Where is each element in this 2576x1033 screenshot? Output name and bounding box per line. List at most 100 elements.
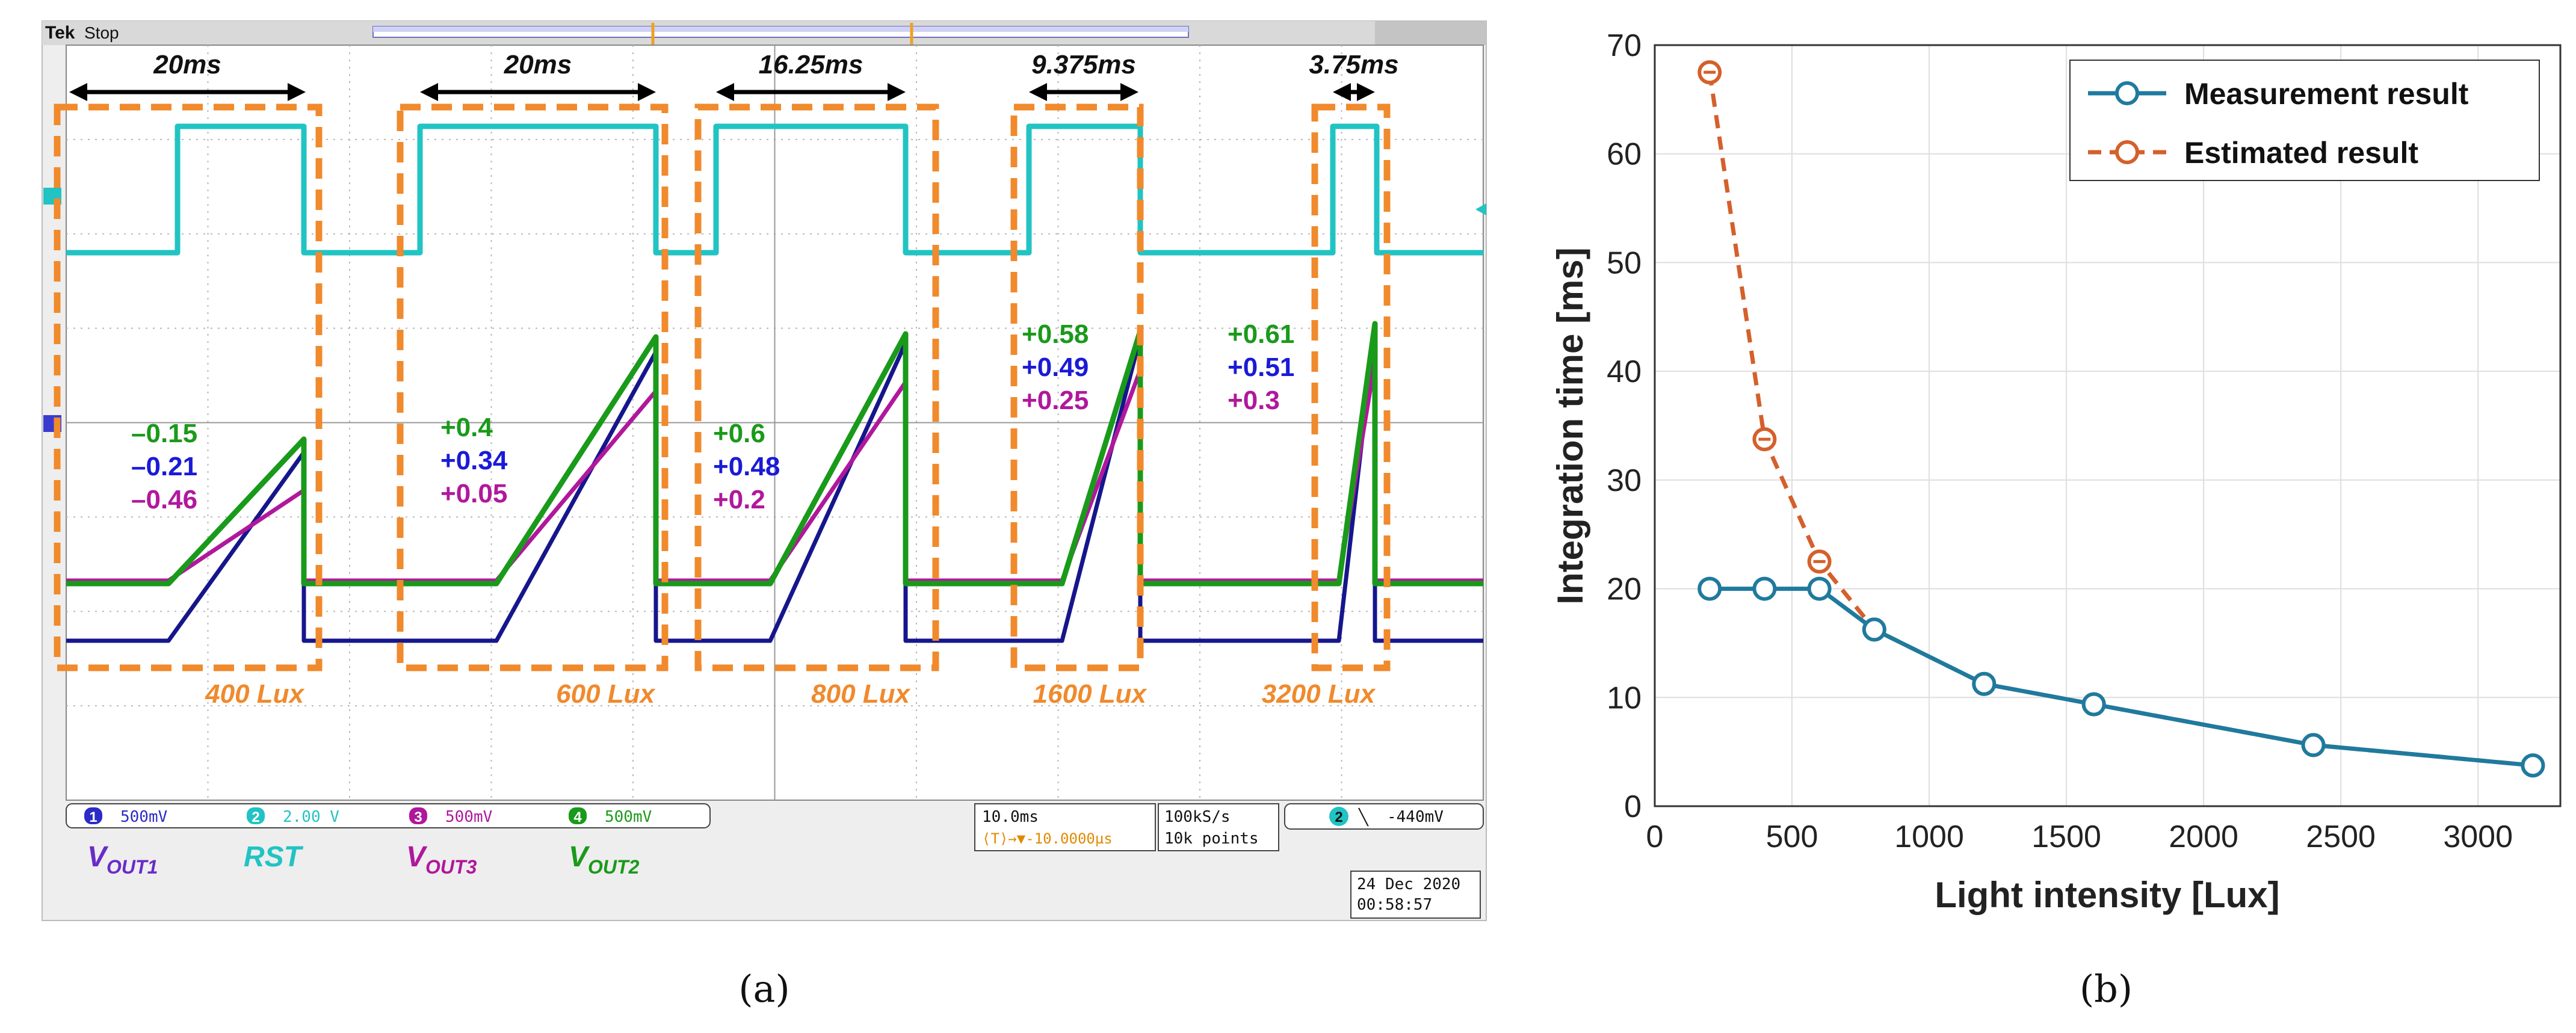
arrow-head-left-icon [1029,83,1047,101]
scope-status-right [1375,21,1486,45]
data-point [1972,671,1997,696]
segment-box [1010,103,1144,671]
chart-series [1697,60,2545,778]
y-tick-label: 60 [1607,137,1642,172]
trigger-channel: 2 [1335,809,1342,825]
segment-value: +0.58 [1022,319,1089,349]
arrow-head-left-icon [69,83,87,101]
integration-segments: 20ms –0.15 –0.21 –0.46 400 Lux 20ms +0.4 +0.34 +… [54,50,1399,709]
graticule-grid [66,45,1483,800]
signal-label: VOUT3 [406,841,477,878]
segment-lux: 400 Lux [205,679,304,709]
signal-subscript: OUT2 [588,856,640,878]
signal-label: VOUT1 [87,841,158,878]
trigger-slope-icon: ╲ [1357,807,1369,827]
y-tick-label: 50 [1607,245,1642,280]
segment-duration: 16.25ms [759,50,863,79]
timebase-box: 10.0ms ⟨T⟩→▼-10.0000µs [974,803,1156,851]
segment-value: +0.34 [440,446,508,475]
channel-readout: 2 2.00 V [247,807,339,826]
integration-segment: 20ms +0.4 +0.34 +0.05 600 Lux [397,50,669,709]
arrow-head-right-icon [1120,83,1138,101]
caption-a: (a) [738,967,789,1011]
segment-value: +0.49 [1022,353,1089,382]
segment-duration: 9.375ms [1031,50,1136,79]
sample-rate: 100kS/s [1164,808,1231,826]
chart-legend: Measurement result Estimated result [2069,60,2540,181]
channel-scale: 500mV [445,808,492,826]
signal-main: RST [244,841,304,873]
series-measurement [1697,576,2545,778]
x-tick-label: 500 [1766,819,1818,854]
arrow-head-right-icon [888,83,906,101]
segment-box [397,103,669,671]
oscilloscope-panel: Tek Stop 20ms –0.15 –0.21 –0.46 400 Lux 20ms +… [42,20,1487,1011]
chart-panel: 0 500 1000 1500 2000 2500 3000010203040506070 … [1550,28,2562,1011]
channel-readout: 4 500mV [569,807,652,826]
segment-box [1311,103,1391,671]
arrow-head-left-icon [716,83,734,101]
plot-frame [1654,44,2562,807]
arrow-head-right-icon [288,83,306,101]
segment-lux: 800 Lux [811,679,910,709]
channel-scale: 500mV [120,808,167,826]
segment-value: +0.2 [713,485,765,514]
integration-segment: 9.375ms +0.58 +0.49 +0.25 1600 Lux [1010,50,1147,709]
segment-duration: 20ms [153,50,221,79]
segment-value: +0.3 [1228,386,1280,415]
channel-number: 1 [89,809,97,825]
waveform-traces [66,123,1483,643]
legend-label: Measurement result [2184,77,2469,111]
segment-lux: 1600 Lux [1033,679,1147,709]
signal-labels: VOUT1 RST VOUT3 V OUT2 [87,841,640,878]
data-point [1752,576,1777,601]
trigger-level: -440mV [1387,808,1444,826]
y-axis-label: Integration time [ms] [1550,247,1590,604]
channel-badge-icon [247,807,265,824]
channel-scale: 2.00 V [283,808,339,826]
integration-segment: 16.25ms +0.6 +0.48 +0.2 800 Lux [694,50,939,709]
segment-lux: 600 Lux [556,679,655,709]
y-tick-label: 30 [1607,463,1642,498]
legend-marker-icon [2115,81,2139,105]
arrow-head-left-icon [1333,83,1351,101]
segment-value: +0.61 [1228,319,1294,349]
segment-value: +0.05 [440,479,507,508]
x-tick-label: 1500 [2031,819,2101,854]
channel-number: 3 [414,809,422,825]
channel-number: 2 [252,809,259,825]
signal-subscript: OUT3 [425,856,477,878]
integration-segment: 3.75ms +0.61 +0.51 +0.3 3200 Lux [1228,50,1399,709]
legend-box [2069,60,2540,181]
channel-badge-icon [409,807,427,824]
legend-marker-icon [2115,140,2139,164]
segment-duration: 3.75ms [1309,50,1398,79]
signal-label: RST [244,841,304,873]
x-tick-label: 2000 [2169,819,2238,854]
signal-subscript: OUT1 [107,856,158,878]
x-axis-label: Light intensity [Lux] [1935,875,2279,915]
segment-value: +0.4 [440,413,493,442]
data-point [2521,753,2545,778]
segment-lux: 3200 Lux [1262,679,1376,709]
channel-badge-icon [569,807,587,824]
signal-main: V [87,841,109,873]
y-tick-label: 10 [1607,680,1642,715]
vout2-trace [66,321,1483,587]
arrow-head-left-icon [420,83,438,101]
y-tick-label: 40 [1607,354,1642,389]
channel-number: 4 [573,809,582,825]
rst-trace [66,123,1483,256]
segment-value: +0.51 [1228,353,1294,382]
trigger-channel-icon [1329,807,1348,826]
timebase: 10.0ms [982,808,1039,826]
scope-date: 24 Dec 2020 [1357,875,1460,893]
arrow-head-right-icon [638,83,656,101]
trigger-readout-box: 2 ╲ -440mV [1284,803,1484,830]
acquisition-box: 100kS/s 10k points [1158,803,1279,851]
date-box: 24 Dec 2020 00:58:57 [1350,871,1481,919]
channel-readout: 3 500mV [409,807,492,826]
scope-state: Stop [84,23,119,42]
x-tick-label: 1000 [1894,819,1964,854]
arrow-head-right-icon [1357,83,1375,101]
